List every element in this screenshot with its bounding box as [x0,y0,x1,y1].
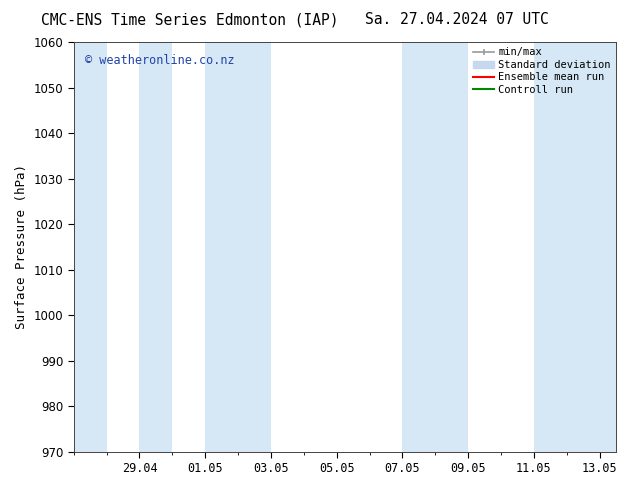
Bar [139,42,172,452]
Text: CMC-ENS Time Series Edmonton (IAP): CMC-ENS Time Series Edmonton (IAP) [41,12,339,27]
Legend: min/max, Standard deviation, Ensemble mean run, Controll run: min/max, Standard deviation, Ensemble me… [471,45,613,97]
Y-axis label: Surface Pressure (hPa): Surface Pressure (hPa) [15,164,28,329]
Text: © weatheronline.co.nz: © weatheronline.co.nz [84,54,234,67]
Bar [403,42,468,452]
Text: Sa. 27.04.2024 07 UTC: Sa. 27.04.2024 07 UTC [365,12,548,27]
Bar [74,42,107,452]
Bar [205,42,271,452]
Bar [534,42,616,452]
